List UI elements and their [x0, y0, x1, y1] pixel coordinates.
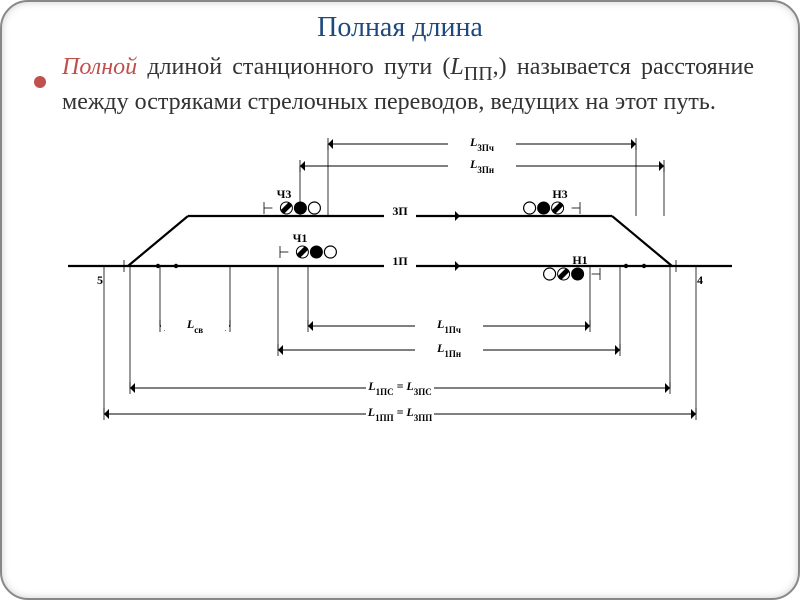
svg-text:4: 4	[697, 273, 703, 287]
page-title: Полная длина	[2, 12, 798, 44]
bullet-icon	[34, 76, 46, 88]
svg-text:Н1: Н1	[572, 253, 587, 267]
svg-text:Н3: Н3	[552, 187, 567, 201]
svg-text:Ч3: Ч3	[277, 187, 292, 201]
svg-text:Ч1: Ч1	[293, 231, 308, 245]
svg-text:5: 5	[97, 273, 103, 287]
lead-word: Полной	[62, 54, 137, 80]
body-text: Полной длиной станционного пути (LПП,) н…	[62, 52, 754, 118]
body-sub: ПП	[464, 63, 493, 85]
svg-text:1П: 1П	[392, 254, 408, 268]
svg-text:3П: 3П	[392, 204, 408, 218]
body-rest: длиной станционного пути (	[137, 54, 450, 80]
body-var: L	[450, 54, 463, 80]
diagram: 3П1П54Ч3Ч1Н3Н1L3ПчL3ПнLсвL1ПчL1ПнL1ПС = …	[60, 126, 740, 456]
